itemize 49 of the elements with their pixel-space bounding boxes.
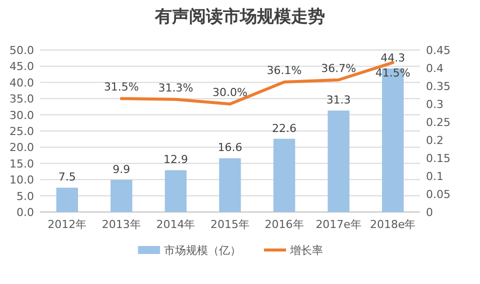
data-label: 22.6 <box>272 122 297 135</box>
data-label: 12.9 <box>163 153 188 166</box>
y-tick-label: 40.0 <box>10 76 34 90</box>
y-tick-label: 0.0 <box>16 206 34 219</box>
y-tick-label: 35.0 <box>10 92 34 106</box>
y2-tick-label: 0.4 <box>426 62 444 75</box>
bar <box>110 180 132 212</box>
y2-tick-label: 0.45 <box>426 44 450 57</box>
data-label: 31.3 <box>326 94 351 107</box>
x-tick-label: 2016年 <box>264 218 304 231</box>
y2-tick-label: 0.35 <box>426 80 450 93</box>
y-tick-label: 20.0 <box>10 141 34 154</box>
data-label: 7.5 <box>58 170 76 184</box>
y2-tick-label: 0 <box>426 206 433 219</box>
y2-tick-label: 0.15 <box>426 152 450 165</box>
y-tick-label: 15.0 <box>10 157 34 170</box>
y-tick-label: 50.0 <box>10 44 34 57</box>
x-tick-label: 2014年 <box>156 218 196 231</box>
x-tick-label: 2017e年 <box>316 218 362 231</box>
bar <box>164 170 187 212</box>
y-tick-label: 5.0 <box>16 190 34 203</box>
y-tick-label: 10.0 <box>10 174 34 187</box>
y2-tick-label: 0.3 <box>426 98 444 111</box>
legend-label: 市场规模（亿） <box>164 244 241 257</box>
x-tick-label: 2012年 <box>48 218 87 231</box>
data-label: 31.3% <box>158 81 194 94</box>
data-label: 36.7% <box>321 62 356 75</box>
x-tick-label: 2013年 <box>102 218 141 231</box>
bar <box>219 158 241 212</box>
x-tick-label: 2015年 <box>210 218 250 231</box>
data-label: 31.5% <box>104 80 139 94</box>
data-label: 16.6 <box>218 141 242 154</box>
data-label: 36.1% <box>266 64 302 78</box>
y-tick-label: 25.0 <box>10 125 34 138</box>
data-label: 30.0% <box>212 86 248 99</box>
y2-tick-label: 0.05 <box>426 188 450 201</box>
y-tick-label: 45.0 <box>10 60 34 74</box>
bar <box>328 110 350 212</box>
x-tick-label: 2018e年 <box>370 218 416 231</box>
bar <box>273 138 296 212</box>
data-label: 44.3 <box>380 51 406 64</box>
y2-tick-label: 0.1 <box>426 170 444 183</box>
legend-label: 增长率 <box>289 244 323 257</box>
y-tick-label: 30.0 <box>10 108 34 122</box>
y2-tick-label: 0.2 <box>426 134 444 147</box>
chart-title: 有声阅读市场规模走势 <box>154 7 325 27</box>
bar <box>56 188 78 212</box>
data-label: 9.9 <box>112 162 130 176</box>
y2-tick-label: 0.25 <box>426 116 450 129</box>
